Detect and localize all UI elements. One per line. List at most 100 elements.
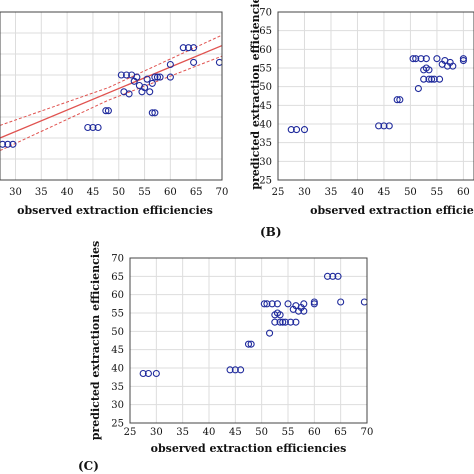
panel-a-data-point xyxy=(0,140,7,148)
panel-c-data-point xyxy=(323,272,332,280)
panel-c-x-tick-label: 60 xyxy=(308,427,321,438)
panel-a-plot-frame xyxy=(0,11,223,181)
panel-b-data-point xyxy=(380,122,388,130)
panel-b-y-tick-label: 45 xyxy=(259,101,272,112)
panel-c-plot-frame xyxy=(129,257,368,424)
panel-c-x-tick-label: 35 xyxy=(176,427,189,438)
panel-b-data-point xyxy=(459,55,467,63)
panel-b-data-point xyxy=(292,126,301,134)
panel-b-chart: 25 30 35 40 45 50 55 60 25 30 35 40 45 50 55 60 65 70 obse… xyxy=(249,0,474,239)
panel-c-y-tick-label: 55 xyxy=(111,309,124,320)
panel-c-x-tick-label: 55 xyxy=(282,427,295,438)
panel-a-overlay xyxy=(0,34,222,152)
panel-c-y-tick-label: 70 xyxy=(111,254,124,265)
panel-c-x-tick-label: 50 xyxy=(255,427,268,438)
panel-c-x-tick-label: 25 xyxy=(124,427,137,438)
panel-a-data-point xyxy=(141,84,149,92)
panel-b-data-point xyxy=(425,75,433,83)
panel-c-data-point xyxy=(300,300,308,308)
panel-a-data-point xyxy=(104,107,112,115)
panel-a-data-point xyxy=(215,58,222,66)
panel-a-x-tick-label: 70 xyxy=(216,187,229,198)
panel-a-data-point xyxy=(166,60,174,69)
panel-c-data-point xyxy=(337,298,345,306)
panel-c-y-tick-label: 25 xyxy=(111,419,124,430)
panel-b-data-point xyxy=(393,96,401,104)
panel-c-x-tick-label: 65 xyxy=(334,427,347,438)
panel-a-data-point xyxy=(102,107,110,115)
panel-c-data-point xyxy=(287,318,295,326)
panel-a-x-axis-label: observed extraction efficiencies xyxy=(17,204,213,217)
panel-b-data-point xyxy=(417,55,425,63)
panel-c-data-point xyxy=(144,369,152,378)
panel-a-data-point xyxy=(156,73,164,81)
panel-b-data-point xyxy=(422,55,430,63)
panel-a-data-point xyxy=(89,123,97,132)
panel-b-x-tick-label: 25 xyxy=(272,187,285,198)
panel-a-data-point xyxy=(151,73,159,81)
panel-c-data-point xyxy=(276,318,284,326)
panel-b-data-point xyxy=(433,55,441,63)
panel-c-data-point xyxy=(292,318,300,326)
panel-c-x-tick-label: 70 xyxy=(361,427,374,438)
panel-b-data-point xyxy=(412,55,420,63)
panel-c-data-point xyxy=(284,300,292,308)
panel-c-data-point xyxy=(244,340,253,348)
panel-b-y-tick-label: 55 xyxy=(259,64,272,75)
panel-c-grid xyxy=(130,258,367,423)
panel-a-x-tick-label: 65 xyxy=(190,187,203,198)
panel-a-data-point xyxy=(184,44,192,52)
panel-b-data-point xyxy=(449,62,457,70)
panel-a-data-point xyxy=(190,44,198,52)
panel-a-data-point xyxy=(148,79,156,87)
panel-b-data-point xyxy=(428,75,436,83)
panel-c-data-point xyxy=(237,366,245,374)
panel-b-plot-frame xyxy=(277,11,474,181)
panel-a-data-point xyxy=(179,44,187,52)
panel-b-data-point xyxy=(385,122,393,130)
panel-b-x-tick-label: 55 xyxy=(431,187,444,198)
panel-c-y-tick-label: 60 xyxy=(111,290,124,301)
panel-c-data-point xyxy=(226,366,234,374)
panel-a-data-point xyxy=(125,90,133,98)
panel-b-y-tick-label: 50 xyxy=(259,82,272,93)
panel-b-y-tick-label: 70 xyxy=(259,8,272,19)
panel-a-x-tick-label: 45 xyxy=(87,187,100,198)
panel-c-x-tick-label: 40 xyxy=(203,427,216,438)
panel-a-data-point xyxy=(146,88,154,96)
panel-a-data-point xyxy=(148,109,156,117)
panel-b-x-tick-label: 50 xyxy=(404,187,417,198)
panel-b-y-tick-label: 40 xyxy=(259,120,272,131)
panel-c-y-tick-label: 65 xyxy=(111,272,124,283)
panel-c-y-tick-label: 45 xyxy=(111,345,124,356)
panel-a-data-point xyxy=(94,123,102,132)
panel-c-data-point xyxy=(247,340,255,348)
panel-a-data-point xyxy=(117,71,125,79)
panel-b-data-point xyxy=(430,75,438,83)
panel-a-data-point xyxy=(190,58,198,66)
panel-a-x-tick-label: 60 xyxy=(164,187,177,198)
panel-a-data-point xyxy=(143,75,151,83)
panel-b-y-tick-label: 25 xyxy=(259,176,272,187)
panel-c-data-point xyxy=(139,369,147,378)
panel-c-y-tick-label: 40 xyxy=(111,364,124,375)
panel-b-y-tick-label: 30 xyxy=(259,157,272,168)
panel-c-y-tick-label: 50 xyxy=(111,327,124,338)
panel-b-data-point xyxy=(396,96,404,104)
panel-a-data-point xyxy=(151,109,159,117)
panel-b-x-tick-label: 45 xyxy=(378,187,391,198)
panel-b-y-tick-label: 35 xyxy=(259,138,272,149)
panel-c-data-point xyxy=(263,300,271,308)
panel-c-y-tick-label: 30 xyxy=(111,400,124,411)
panel-c-data-point xyxy=(360,298,367,306)
panel-b-data-point xyxy=(422,64,430,72)
panel-b-y-axis-label: predicted extraction efficiencies xyxy=(249,0,262,190)
panel-b-y-tick-label: 65 xyxy=(259,26,272,37)
panel-b-data-point xyxy=(409,55,417,63)
panel-b-data-point xyxy=(375,122,383,130)
panel-a-x-tick-label: 35 xyxy=(35,187,48,198)
panel-c-y-tick-label: 35 xyxy=(111,382,124,393)
panel-c-chart: 25 30 35 40 45 50 55 60 65 70 25 30 35 40 45 50 55 60 65 70… xyxy=(78,241,373,473)
panel-c-x-axis-label: observed extraction efficiencies xyxy=(151,442,347,455)
panel-c-data-point xyxy=(273,300,282,308)
